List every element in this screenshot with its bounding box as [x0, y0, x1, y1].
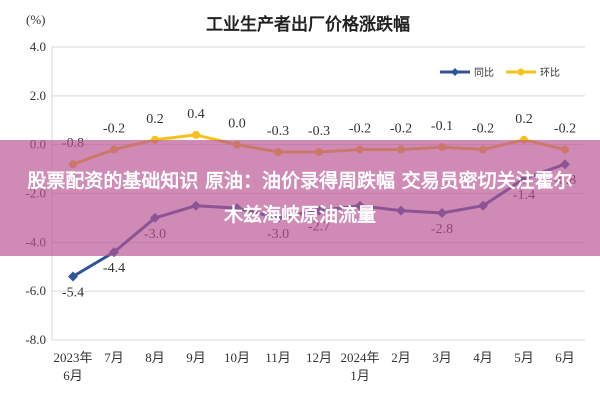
x-tick-label: 4月: [473, 350, 493, 365]
x-tick-label: 2024年 1月: [340, 350, 379, 383]
chart-title: 工业生产者出厂价格涨跌幅: [206, 14, 410, 35]
x-tick-label: 6月: [555, 350, 575, 365]
x-axis-ticks: 2023年 6月 7月 8月 9月 10月 11月 12月 2024年 1月 2月 3月 4月 5月 6月: [53, 350, 574, 383]
data-label: 0.4: [187, 107, 205, 122]
data-label: 0.2: [146, 112, 164, 127]
x-tick-label: 10月: [224, 350, 250, 365]
data-label: -0.2: [390, 122, 412, 137]
headline-banner[interactable]: 股票配资的基础知识 原油：油价录得周跌幅 交易员密切关注霍尔木兹海峡原油流量: [0, 140, 600, 256]
x-tick-label: 5月: [514, 350, 534, 365]
legend-marker: [517, 68, 525, 76]
data-point: [192, 130, 200, 139]
x-tick-label: 11月: [265, 350, 291, 365]
x-tick-label: 9月: [186, 350, 206, 365]
y-tick-label: -6.0: [25, 283, 46, 298]
legend-marker: [451, 68, 459, 76]
data-label: -5.4: [62, 286, 84, 301]
x-tick-label: 12月: [306, 350, 332, 365]
x-tick-label: 2月: [391, 350, 411, 365]
data-label: -4.4: [103, 261, 125, 276]
y-axis-unit: (%): [26, 12, 46, 27]
headline-text: 股票配资的基础知识 原油：油价录得周跌幅 交易员密切关注霍尔木兹海峡原油流量: [27, 170, 573, 226]
data-label: -0.2: [472, 122, 494, 137]
data-label: -0.2: [349, 122, 371, 137]
x-tick-label: 8月: [145, 350, 165, 365]
chart-legend: 同比 环比: [440, 67, 560, 79]
data-point: [68, 271, 78, 282]
data-label: -0.3: [267, 124, 289, 139]
data-label: -0.2: [554, 122, 576, 137]
data-label: -0.1: [431, 119, 453, 134]
x-tick-label: 3月: [432, 350, 452, 365]
data-label: 0.2: [515, 112, 533, 127]
data-label: -0.3: [308, 124, 330, 139]
x-tick-label: 2023年 6月: [53, 350, 92, 383]
y-tick-label: 2.0: [30, 88, 46, 103]
legend-label: 同比: [474, 67, 494, 79]
x-tick-label: 7月: [104, 350, 124, 365]
legend-label: 环比: [540, 67, 560, 79]
data-label: -0.2: [103, 122, 125, 137]
y-tick-label: 4.0: [30, 39, 46, 54]
y-tick-label: -8.0: [25, 332, 46, 347]
data-label: 0.0: [228, 117, 246, 132]
